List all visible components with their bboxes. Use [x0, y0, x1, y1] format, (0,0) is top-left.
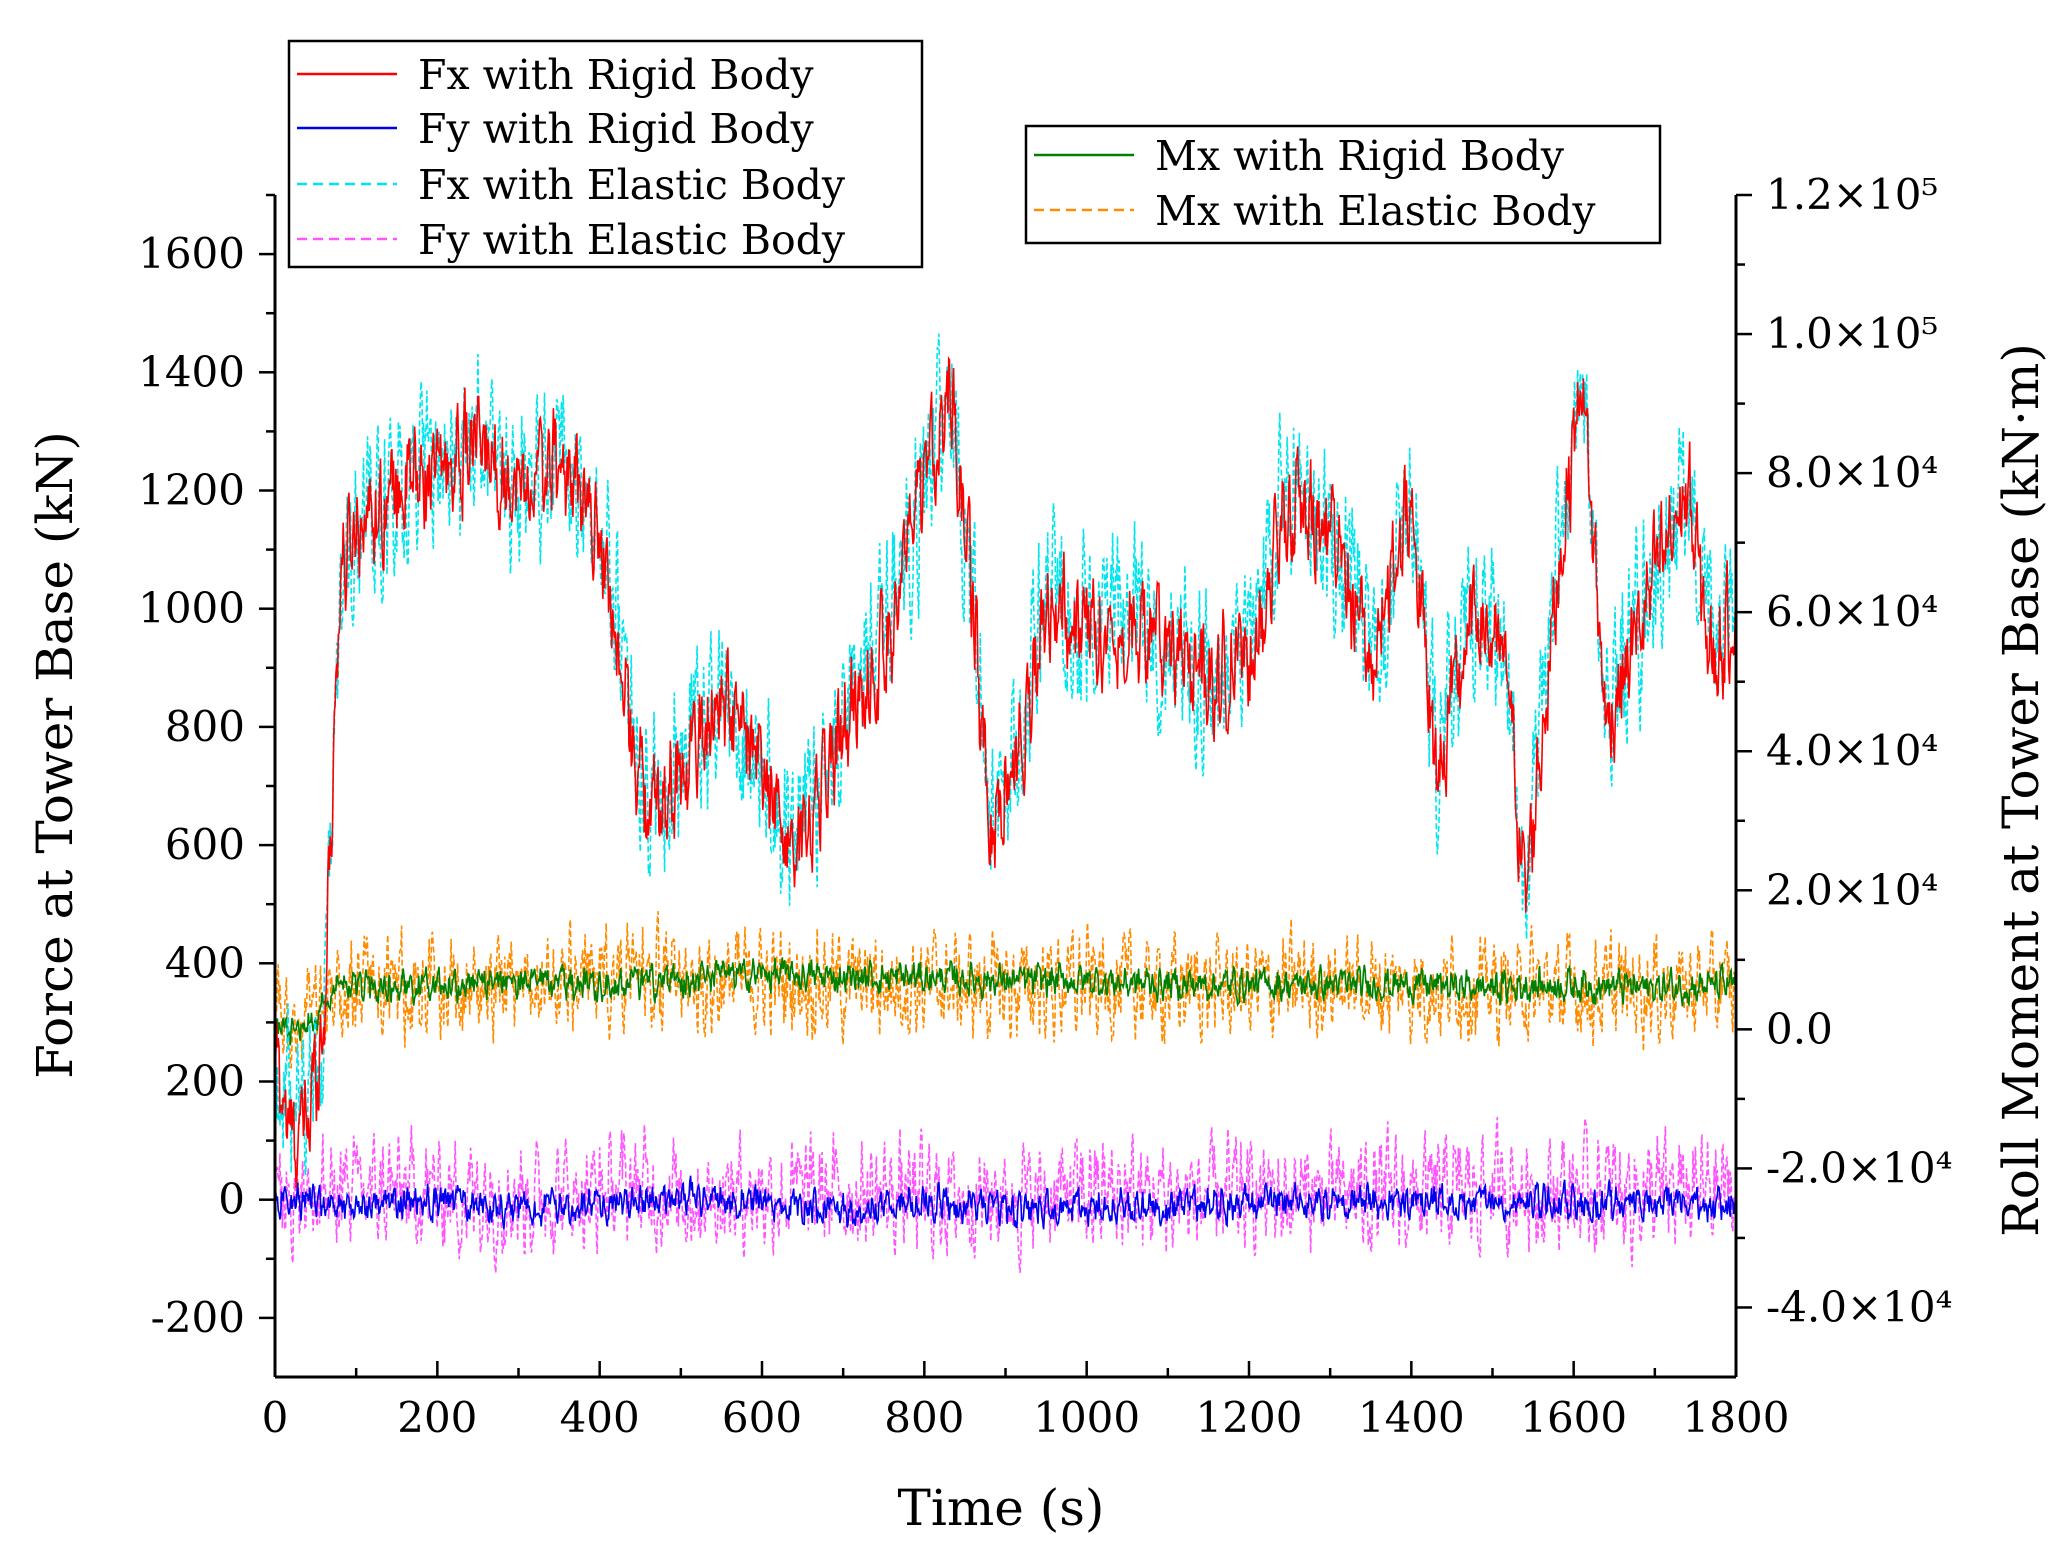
legend-label-mx-rigid: Mx with Rigid Body — [1155, 132, 1565, 180]
x-tick-label-200: 200 — [397, 1393, 477, 1442]
x-tick-label-0: 0 — [262, 1393, 289, 1442]
x-tick-label-800: 800 — [884, 1393, 964, 1442]
series-line-fy-with-elastic-body — [275, 1116, 1736, 1273]
y-tick-label-600: 600 — [165, 820, 245, 869]
legend-right-box — [1024, 124, 1662, 245]
x-tick-label-1200: 1200 — [1196, 1393, 1303, 1442]
legend-label-fy-rigid: Fy with Rigid Body — [418, 105, 814, 153]
x-tick-label-400: 400 — [560, 1393, 640, 1442]
legend-label-fx-elastic: Fx with Elastic Body — [418, 161, 846, 209]
y-tick-label-1000: 1000 — [138, 584, 245, 633]
series-line-mx-with-rigid-body — [275, 957, 1736, 1046]
tick-marks — [259, 193, 1752, 1377]
y2-tick-label-0: -4.0×10⁴ — [1766, 1282, 1952, 1331]
plot-area — [275, 333, 1736, 1273]
y-tick-label-1600: 1600 — [138, 229, 245, 278]
y2-tick-label-3: 2.0×10⁴ — [1766, 865, 1938, 914]
legend-label-fy-elastic: Fy with Elastic Body — [418, 216, 846, 264]
tick-labels: 0 200 400 600 800 1000 1200 1400 1600 1800 -200 0 20… — [138, 170, 1952, 1442]
series-line-fy-with-rigid-body — [275, 1175, 1736, 1230]
x-axis-title: Time (s) — [898, 1479, 1105, 1537]
legend-left-box — [287, 39, 924, 269]
y-tick-label-200: 200 — [165, 1057, 245, 1106]
series-line-fx-with-elastic-body — [275, 333, 1736, 1176]
y-tick-label-800: 800 — [165, 702, 245, 751]
y-tick-label-400: 400 — [165, 938, 245, 987]
y-tick-label-0: 0 — [218, 1175, 245, 1224]
series-line-mx-with-elastic-body — [275, 911, 1736, 1069]
y2-tick-label-7: 1.0×10⁵ — [1766, 309, 1938, 358]
x-tick-label-1600: 1600 — [1520, 1393, 1627, 1442]
y2-tick-label-6: 8.0×10⁴ — [1766, 448, 1938, 497]
y-tick-label-1400: 1400 — [138, 347, 245, 396]
y2-tick-label-5: 6.0×10⁴ — [1766, 587, 1938, 636]
y-axis-title: Force at Tower Base (kN) — [26, 431, 84, 1079]
y2-tick-label-4: 4.0×10⁴ — [1766, 726, 1938, 775]
legend-left: Fx with Rigid Body Fy with Rigid Body Fx… — [287, 39, 924, 269]
x-tick-label-1800: 1800 — [1683, 1393, 1790, 1442]
x-tick-label-600: 600 — [722, 1393, 802, 1442]
series-line-fx-with-rigid-body — [275, 355, 1736, 1189]
y2-tick-label-8: 1.2×10⁵ — [1766, 170, 1938, 219]
legend-label-fx-rigid: Fx with Rigid Body — [418, 51, 814, 99]
y2-tick-label-2: 0.0 — [1766, 1004, 1833, 1053]
y2-axis-title: Roll Moment at Tower Base (kN·m) — [1992, 343, 2050, 1237]
x-tick-label-1000: 1000 — [1033, 1393, 1140, 1442]
y-tick-label--200: -200 — [151, 1293, 245, 1342]
x-tick-label-1400: 1400 — [1358, 1393, 1465, 1442]
legend-label-mx-elastic: Mx with Elastic Body — [1155, 187, 1596, 235]
y-tick-label-1200: 1200 — [138, 466, 245, 515]
legend-right: Mx with Rigid Body Mx with Elastic Body — [1024, 124, 1662, 245]
y2-tick-label-1: -2.0×10⁴ — [1766, 1143, 1952, 1192]
